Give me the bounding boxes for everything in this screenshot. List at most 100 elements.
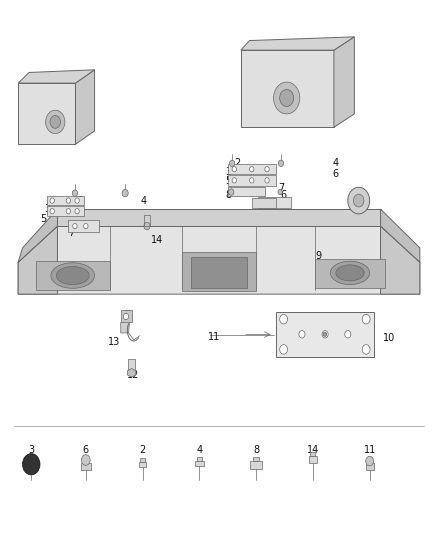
Text: 4: 4 [141, 196, 147, 206]
Bar [128, 359, 135, 374]
Text: 2: 2 [139, 445, 146, 455]
Bar [308, 456, 317, 463]
Text: 6: 6 [280, 190, 286, 200]
Text: 4: 4 [332, 158, 339, 168]
Ellipse shape [57, 266, 89, 285]
Circle shape [232, 166, 237, 172]
Text: 2: 2 [234, 158, 240, 168]
Bar [276, 312, 374, 357]
Circle shape [229, 189, 234, 195]
Bar [228, 175, 276, 185]
Circle shape [323, 332, 327, 336]
Text: 1: 1 [278, 43, 284, 52]
Polygon shape [241, 37, 354, 50]
Circle shape [75, 198, 79, 203]
Polygon shape [57, 209, 381, 226]
Circle shape [75, 208, 79, 214]
Bar [228, 165, 276, 174]
Bar [68, 220, 99, 232]
Text: 6: 6 [83, 445, 89, 455]
Circle shape [66, 198, 71, 203]
Circle shape [250, 177, 254, 183]
Text: 10: 10 [383, 333, 395, 343]
Ellipse shape [330, 261, 370, 285]
Circle shape [265, 166, 269, 172]
Text: 11: 11 [364, 445, 376, 455]
Polygon shape [182, 252, 256, 292]
Text: 2: 2 [77, 196, 83, 206]
Circle shape [274, 82, 300, 114]
Polygon shape [18, 226, 420, 294]
Bar [141, 458, 145, 462]
Polygon shape [18, 209, 57, 262]
Bar [46, 196, 84, 205]
Ellipse shape [336, 265, 364, 281]
Circle shape [279, 160, 284, 166]
Bar [81, 463, 91, 470]
Text: 3: 3 [28, 445, 34, 455]
Circle shape [50, 208, 54, 214]
Bar [197, 457, 202, 461]
Bar [310, 451, 315, 456]
Circle shape [22, 454, 40, 475]
Circle shape [230, 160, 235, 166]
Circle shape [322, 330, 328, 338]
Bar [251, 461, 262, 469]
Circle shape [66, 208, 71, 214]
Circle shape [122, 189, 128, 197]
Text: 13: 13 [108, 337, 120, 347]
Circle shape [46, 110, 65, 134]
Circle shape [278, 189, 283, 195]
Polygon shape [381, 209, 420, 262]
Polygon shape [121, 310, 132, 322]
Ellipse shape [51, 263, 95, 288]
Bar [195, 461, 204, 466]
Polygon shape [75, 70, 95, 144]
Circle shape [362, 345, 370, 354]
Text: 7: 7 [68, 228, 74, 238]
Bar [252, 198, 276, 208]
Circle shape [299, 330, 305, 338]
Circle shape [280, 90, 293, 107]
Circle shape [250, 166, 254, 172]
Text: 8: 8 [253, 445, 259, 455]
Circle shape [265, 177, 269, 183]
Text: 5: 5 [226, 176, 232, 187]
Circle shape [72, 190, 78, 196]
Circle shape [366, 456, 374, 466]
Polygon shape [334, 37, 354, 127]
Circle shape [362, 314, 370, 324]
Circle shape [280, 314, 288, 324]
Polygon shape [315, 259, 385, 288]
Circle shape [81, 455, 90, 465]
Text: 3: 3 [44, 204, 50, 214]
Polygon shape [381, 226, 420, 294]
Bar [253, 457, 259, 461]
Circle shape [345, 330, 351, 338]
Polygon shape [18, 83, 75, 144]
Bar [258, 197, 291, 208]
Circle shape [50, 116, 60, 128]
Bar [139, 462, 146, 467]
Circle shape [353, 194, 364, 207]
Polygon shape [18, 226, 57, 294]
Text: 1: 1 [51, 83, 57, 93]
Bar [144, 215, 150, 226]
Bar [366, 463, 374, 470]
Polygon shape [241, 50, 334, 127]
Circle shape [280, 345, 288, 354]
Polygon shape [127, 368, 136, 377]
Polygon shape [57, 209, 381, 226]
Circle shape [84, 223, 88, 229]
Polygon shape [35, 261, 110, 290]
Text: 14: 14 [151, 236, 163, 246]
Text: 7: 7 [278, 183, 284, 193]
Polygon shape [18, 70, 95, 83]
Text: 9: 9 [315, 251, 321, 261]
Circle shape [73, 223, 77, 229]
Text: 14: 14 [307, 445, 319, 455]
Circle shape [50, 198, 54, 203]
Circle shape [348, 187, 370, 214]
Bar [228, 187, 265, 196]
Circle shape [232, 177, 237, 183]
